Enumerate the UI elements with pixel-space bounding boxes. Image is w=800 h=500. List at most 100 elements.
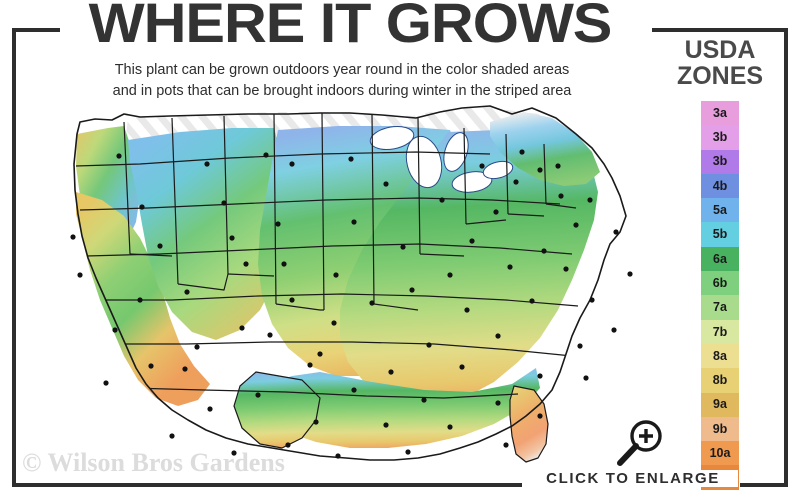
city-dot [351,387,357,393]
city-dot [137,297,143,303]
legend-swatch-6b-7: 6b [701,271,739,296]
legend-swatch-label: 4b [712,178,728,193]
city-dot [563,266,569,272]
map-borders [73,105,627,463]
city-dot [182,366,188,372]
zone-fill-gulf [252,368,540,448]
legend-swatch-label: 9a [713,397,727,412]
city-dot [447,424,453,430]
city-dot [313,419,319,425]
city-dot [459,364,465,370]
city-dot [537,373,543,379]
city-dot [421,397,427,403]
city-dot [348,156,354,162]
watermark-wilson-bros-gardens: © Wilson Bros Gardens [22,448,285,477]
city-dot [464,307,470,313]
city-dot [307,362,313,368]
city-dot [369,300,375,306]
legend-swatch-8b-11: 8b [701,368,739,393]
page-title: WHERE IT GROWS [88,0,613,54]
city-dot [157,243,163,249]
city-dot [275,221,281,227]
city-dot [289,297,295,303]
legend-swatch-5a-4: 5a [701,198,739,223]
legend-swatch-label: 5b [712,227,728,242]
legend-swatch-label: 7a [713,300,727,315]
city-dot [383,181,389,187]
city-dot [519,149,525,155]
city-dot [194,344,200,350]
city-dot [447,272,453,278]
legend-swatch-label: 10a [709,446,731,461]
city-dot [70,234,76,240]
city-dot [537,167,543,173]
frame-border-right [784,28,788,487]
city-dot [589,297,595,303]
frame-border-top-left [12,28,60,32]
subtitle: This plant can be grown outdoors year ro… [42,60,642,102]
city-dot [383,422,389,428]
city-dot [495,400,501,406]
click-to-enlarge-label[interactable]: CLICK TO ENLARGE [528,470,738,487]
city-dot [335,453,341,459]
city-dot [555,163,561,169]
legend-swatch-3b-2: 3b [701,149,739,174]
legend-swatch-5b-5: 5b [701,222,739,247]
frame-border-top-right [652,28,788,32]
legend-swatch-label: 6b [712,275,728,290]
legend-title-line-1: USDA [684,36,756,64]
city-dot [331,320,337,326]
city-dot [529,298,535,304]
city-dot [243,261,249,267]
legend: USDA ZONES 3a 3b 3b 4b 5a 5b 6a 6b 7a 7b 8a 8b 9a 9b 1… [660,36,780,490]
city-dot [77,272,83,278]
city-dot [231,450,237,456]
city-dot [587,197,593,203]
city-dot [495,333,501,339]
city-dot [169,433,175,439]
frame-border-left [12,28,16,487]
city-dot [207,406,213,412]
frame-border-bottom-right [740,483,788,487]
city-dot [507,264,513,270]
usda-hardiness-zone-map[interactable] [20,104,660,464]
city-dot [541,248,547,254]
legend-swatch-label: 3b [712,130,728,145]
legend-title-line-2: ZONES [676,61,764,90]
city-dot [239,325,245,331]
city-dot [583,375,589,381]
legend-swatch-9a-12: 9a [701,392,739,417]
legend-swatch-9b-13: 9b [701,416,739,442]
legend-swatch-6a-6: 6a [701,246,739,272]
city-dot [281,261,287,267]
city-dot [405,449,411,455]
legend-swatch-label: 8b [712,373,728,388]
legend-swatch-4b-3: 4b [701,173,739,199]
magnify-plus-icon[interactable] [612,418,670,468]
legend-swatch-7b-9: 7b [701,319,739,344]
city-dot [255,392,261,398]
frame-border-bottom-left [12,483,522,487]
city-dot [112,327,118,333]
city-dot [469,238,475,244]
city-dot [573,222,579,228]
subtitle-line-1: This plant can be grown outdoors year ro… [114,62,570,78]
city-dot [263,152,269,158]
city-dot [613,229,619,235]
city-dot [439,197,445,203]
legend-swatch-3b-1: 3b [701,125,739,150]
legend-swatch-label: 3a [713,105,727,120]
city-dot [148,363,154,369]
city-dot [558,193,564,199]
legend-swatch-label: 9b [712,421,728,436]
legend-swatch-list: 3a3b3b4b5a5b6a6b7a7b8a8b9a9b10a10b [701,101,739,490]
city-dot [289,161,295,167]
magnify-plus-glyph [617,420,662,466]
city-dot [285,442,291,448]
zone-fill-northeast [490,112,600,186]
city-dot [627,271,633,277]
subtitle-line-2: and in pots that can be brought indoors … [112,83,572,100]
city-dot [479,163,485,169]
map-svg [20,104,660,464]
